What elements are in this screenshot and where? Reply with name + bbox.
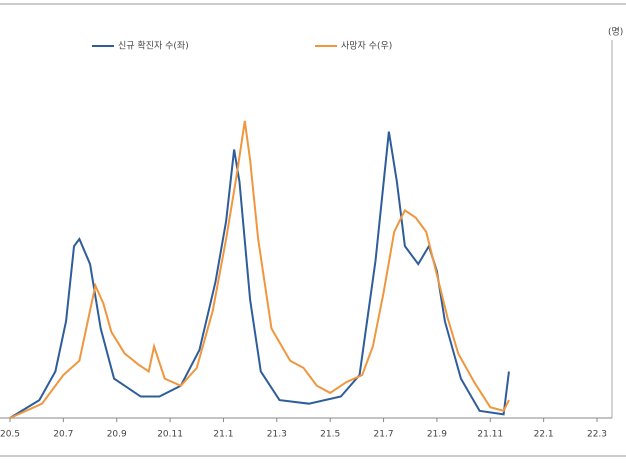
x-tick-label: 21.7: [374, 430, 394, 440]
x-tick-label: 20.5: [0, 430, 20, 440]
x-tick-label: 21.11: [477, 430, 503, 440]
series-line: [9, 131, 510, 419]
x-tick-label: 20.9: [107, 430, 127, 440]
x-tick-label: 22.1: [534, 430, 554, 440]
x-tick-label: 22.3: [587, 430, 607, 440]
x-tick-label: 21.9: [427, 430, 447, 440]
x-tick-label: 21.5: [320, 430, 340, 440]
legend-label: 사망자 수(우): [341, 41, 392, 52]
x-tick-label: 21.1: [213, 430, 233, 440]
x-tick-label: 20.7: [53, 430, 73, 440]
unit-label: (명): [608, 27, 623, 38]
x-tick-label: 20.11: [157, 430, 183, 440]
legend-label: 신규 확진자 수(좌): [118, 40, 189, 52]
x-tick-label: 21.3: [267, 430, 287, 440]
series-line: [9, 120, 510, 419]
